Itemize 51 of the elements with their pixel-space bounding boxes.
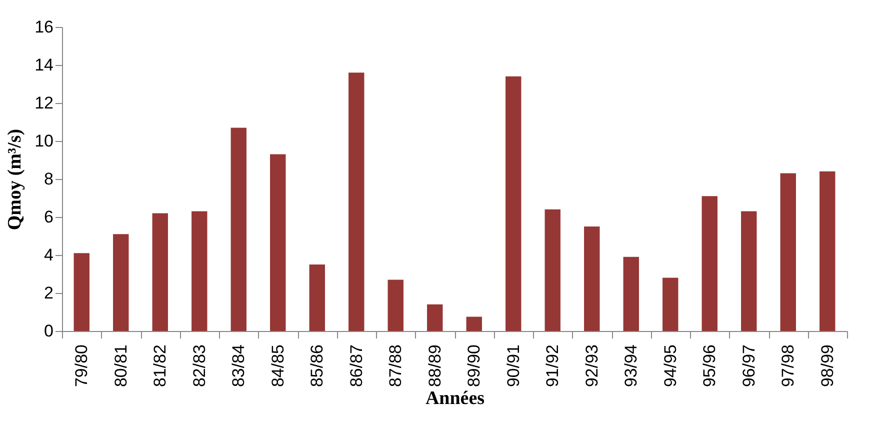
y-axis-title: Qmoy (m³/s) — [4, 128, 26, 230]
x-tick-label: 90/91 — [504, 344, 523, 388]
y-tick-label: 10 — [34, 132, 54, 150]
y-tick-label: 4 — [44, 246, 54, 264]
x-axis-title: Années — [425, 388, 485, 410]
bar — [506, 76, 522, 331]
bar — [544, 209, 560, 331]
x-tick-label: 86/87 — [346, 344, 366, 388]
bar — [230, 128, 246, 331]
bar — [702, 196, 718, 331]
bar — [74, 253, 90, 331]
bar — [113, 234, 129, 331]
x-tick-label: 98/99 — [818, 344, 837, 388]
x-tick-label: 91/92 — [543, 344, 562, 388]
x-tick-label: 97/98 — [778, 344, 798, 388]
bar — [348, 72, 364, 331]
x-tick-label: 80/81 — [111, 344, 130, 388]
x-tick-label: 96/97 — [739, 344, 758, 388]
bar — [820, 171, 836, 331]
y-tick-label: 12 — [34, 94, 54, 112]
x-tick-label: 84/85 — [268, 344, 288, 388]
bar — [388, 280, 404, 331]
x-tick-label: 88/89 — [425, 344, 444, 388]
bar — [780, 173, 796, 331]
y-tick-label: 14 — [34, 56, 54, 74]
bar — [741, 211, 757, 331]
x-tick-label: 93/94 — [622, 344, 641, 388]
bar — [584, 226, 600, 331]
bar — [662, 278, 678, 331]
x-tick-label: 85/86 — [308, 344, 327, 388]
bar — [623, 256, 639, 331]
x-tick-label: 83/84 — [229, 344, 248, 388]
x-tick-label: 87/88 — [386, 344, 406, 388]
y-tick-label: 6 — [44, 208, 54, 226]
bar — [309, 264, 325, 331]
y-tick-label: 0 — [44, 322, 54, 340]
x-tick-label: 81/82 — [150, 344, 170, 388]
x-tick-label: 92/93 — [582, 344, 602, 388]
x-tick-label: 82/83 — [190, 344, 209, 388]
x-tick-label: 79/80 — [72, 344, 92, 388]
x-tick-label: 89/90 — [464, 344, 484, 388]
y-tick-label: 16 — [34, 18, 54, 36]
x-tick-label: 94/95 — [660, 344, 680, 388]
bar — [152, 213, 168, 331]
bar — [270, 154, 286, 331]
y-tick-label: 2 — [44, 284, 54, 302]
y-tick-label: 8 — [44, 170, 54, 188]
bar — [466, 316, 482, 331]
bar — [427, 304, 443, 331]
x-tick-label: 95/96 — [700, 344, 720, 388]
bar — [192, 211, 208, 331]
